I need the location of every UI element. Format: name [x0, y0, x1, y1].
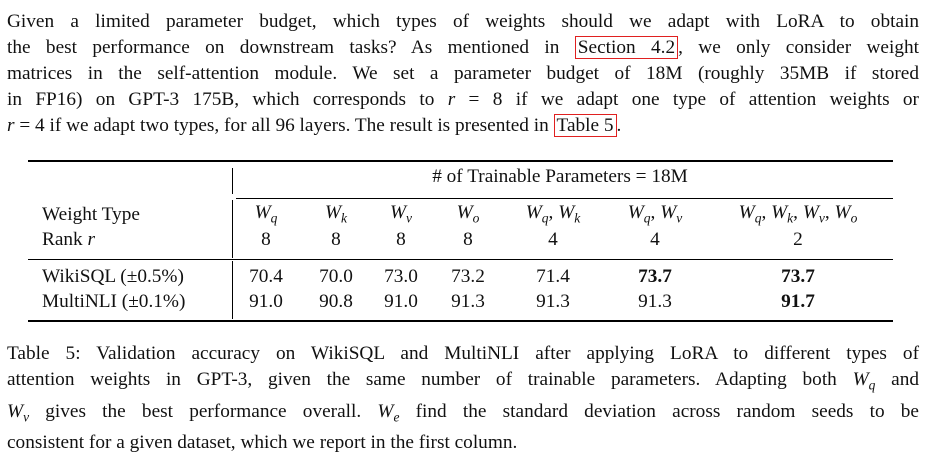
paragraph-line-3: matrices in the self-attention module. W… [7, 63, 919, 84]
row-label-rank: Rank r [42, 229, 96, 250]
table-header-rule [28, 259, 893, 260]
cell-wikisql: 70.4 [249, 266, 283, 287]
paragraph-line-5: r = 4 if we adapt two types, for all 96 … [7, 114, 622, 137]
column-rank: 8 [396, 229, 406, 250]
column-rank: 8 [463, 229, 473, 250]
column-rank: 2 [793, 229, 803, 250]
column-weight-type: Wo [456, 202, 480, 226]
column-weight-type: Wv [389, 202, 413, 226]
cell-multinli: 91.3 [451, 291, 485, 312]
column-weight-type: Wq, Wk [525, 202, 581, 226]
caption-line-1: Table 5: Validation accuracy on WikiSQL … [7, 343, 919, 364]
row-label-weight-type: Weight Type [42, 204, 140, 225]
paragraph-line-1: Given a limited parameter budget, which … [7, 11, 919, 32]
caption-line-3: Wv gives the best performance overall. W… [7, 400, 919, 425]
cell-multinli: 91.7 [781, 291, 815, 312]
table-caption: Table 5: Validation accuracy on WikiSQL … [7, 341, 919, 456]
body-paragraph: Given a limited parameter budget, which … [7, 9, 919, 139]
column-rank: 4 [650, 229, 660, 250]
column-rank: 8 [331, 229, 341, 250]
table-vertical-rule-top [232, 168, 234, 194]
table-vertical-rule-header [232, 200, 234, 258]
cell-wikisql: 70.0 [319, 266, 353, 287]
caption-line-4: consistent for a given dataset, which we… [7, 432, 518, 454]
column-weight-type: Wq, Wv [627, 202, 683, 226]
cell-wikisql: 73.7 [638, 266, 672, 287]
cell-wikisql: 73.2 [451, 266, 485, 287]
column-weight-type: Wk [324, 202, 348, 226]
column-rank: 8 [261, 229, 271, 250]
table-5-link[interactable]: Table 5 [553, 114, 617, 137]
cell-multinli: 91.3 [536, 291, 570, 312]
table-vertical-rule-body [232, 261, 234, 319]
paragraph-line-2: the best performance on downstream tasks… [7, 36, 919, 59]
table-top-rule [28, 160, 893, 162]
caption-line-2: attention weights in GPT-3, given the sa… [7, 369, 919, 393]
table-mid-rule [236, 198, 893, 199]
cell-multinli: 90.8 [319, 291, 353, 312]
row-label-wikisql: WikiSQL (±0.5%) [42, 266, 184, 287]
cell-wikisql: 71.4 [536, 266, 570, 287]
cell-multinli: 91.0 [249, 291, 283, 312]
cell-wikisql: 73.7 [781, 266, 815, 287]
column-rank: 4 [548, 229, 558, 250]
cell-multinli: 91.3 [638, 291, 672, 312]
column-weight-type: Wq [254, 202, 278, 226]
cell-multinli: 91.0 [384, 291, 418, 312]
section-4-2-link[interactable]: Section 4.2 [574, 36, 679, 59]
row-label-multinli: MultiNLI (±0.1%) [42, 291, 186, 312]
column-weight-type: Wq, Wk, Wv, Wo [738, 202, 858, 226]
paragraph-line-4: in FP16) on GPT-3 175B, which correspond… [7, 89, 919, 110]
table-bottom-rule [28, 320, 893, 322]
cell-wikisql: 73.0 [384, 266, 418, 287]
table-group-header: # of Trainable Parameters = 18M [432, 166, 688, 187]
